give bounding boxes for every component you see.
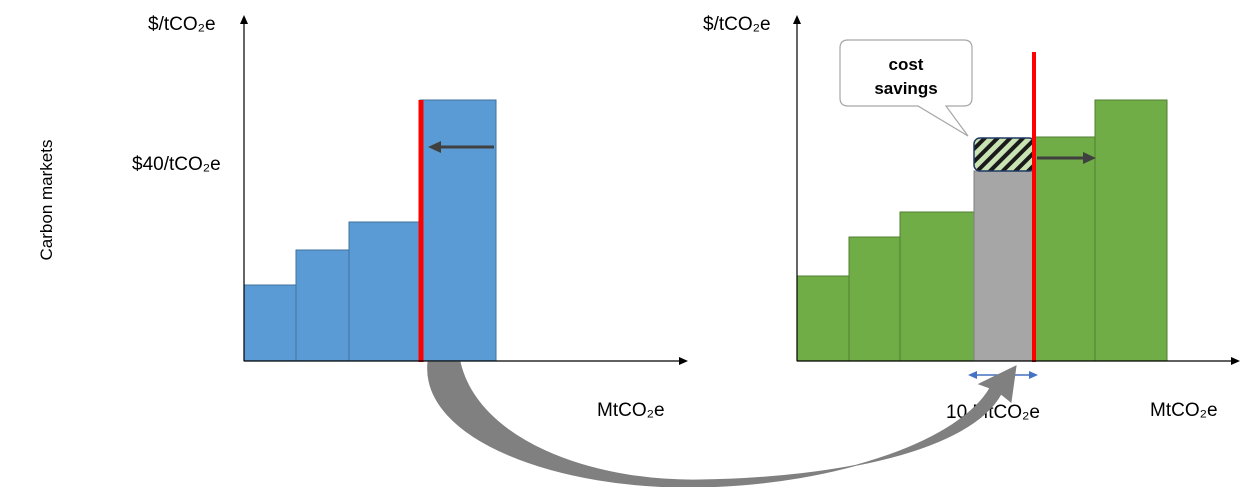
left-bar-2 xyxy=(296,250,349,361)
right-bar-transferred xyxy=(974,171,1035,361)
left-x-axis-arrowhead xyxy=(679,357,688,365)
callout-line-2: savings xyxy=(874,79,937,98)
left-price-label: $40/tCO₂e xyxy=(132,154,221,175)
left-panel: $/tCO₂e $40/tCO₂e MtCO₂e xyxy=(132,14,688,421)
left-x-axis-label: MtCO₂e xyxy=(597,400,665,421)
right-panel: cost savings $/tCO₂e 10 MtCO₂e MtCO₂e xyxy=(703,14,1240,423)
transfer-curved-arrow xyxy=(428,362,1016,487)
side-label: Carbon markets xyxy=(37,140,56,261)
transfer-width-arrowhead-right xyxy=(1029,371,1038,379)
right-bar-3 xyxy=(900,212,974,361)
right-bar-6 xyxy=(1095,100,1167,361)
right-bar-1 xyxy=(797,276,849,361)
right-y-axis-arrowhead xyxy=(793,15,801,24)
left-bar-1 xyxy=(244,285,296,361)
callout-line-1: cost xyxy=(889,55,924,74)
right-y-axis-label: $/tCO₂e xyxy=(703,14,771,35)
left-bar-4 xyxy=(420,100,496,361)
right-x-axis-label: MtCO₂e xyxy=(1150,400,1218,421)
right-bar-5 xyxy=(1035,137,1095,361)
left-y-axis-arrowhead xyxy=(240,15,248,24)
left-bar-3 xyxy=(349,222,420,361)
left-y-axis-label: $/tCO₂e xyxy=(148,14,216,35)
cost-savings-area xyxy=(974,138,1035,171)
right-bar-2 xyxy=(849,237,900,361)
right-x-axis-arrowhead xyxy=(1231,357,1240,365)
transfer-width-arrowhead-left xyxy=(968,371,977,379)
